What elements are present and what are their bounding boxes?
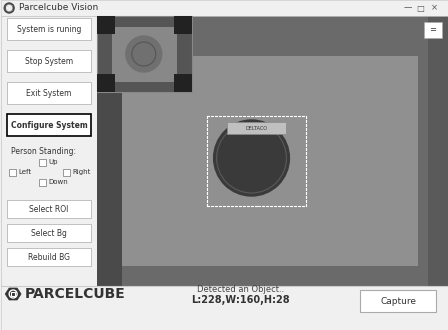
Text: PARCELCUBE: PARCELCUBE (25, 287, 126, 301)
Bar (11, 292, 15, 296)
Text: Select Bg: Select Bg (31, 228, 67, 238)
Bar (1, 0, 448, 16)
Bar (39, 179, 46, 186)
Bar (97, 16, 115, 34)
Text: L:228,W:160,H:28: L:228,W:160,H:28 (191, 295, 290, 305)
Text: Detected an Object..: Detected an Object.. (197, 285, 284, 294)
Bar (7, 114, 91, 136)
Bar (227, 122, 286, 134)
Bar (1, 16, 448, 286)
Polygon shape (5, 288, 21, 300)
Text: Person Standing:: Person Standing: (11, 148, 76, 156)
Bar (7, 248, 91, 266)
Text: Stop System: Stop System (25, 56, 73, 65)
Text: Up: Up (48, 159, 57, 165)
Circle shape (4, 3, 14, 13)
Bar (1, 16, 97, 286)
Bar (63, 169, 70, 176)
Text: —: — (404, 4, 412, 13)
Bar (174, 16, 192, 34)
Text: ×: × (431, 4, 438, 13)
Text: Configure System: Configure System (11, 120, 87, 129)
Bar (7, 224, 91, 242)
Bar (7, 18, 91, 40)
Bar (112, 27, 177, 82)
Bar (117, 56, 418, 266)
Bar (360, 290, 436, 312)
Bar (424, 22, 442, 38)
Bar (9, 169, 16, 176)
Bar (97, 16, 122, 286)
Text: Down: Down (48, 179, 68, 185)
Bar (39, 159, 46, 166)
Polygon shape (5, 3, 13, 13)
Text: □: □ (416, 4, 424, 13)
Text: Right: Right (72, 169, 90, 175)
Bar (7, 200, 91, 218)
Bar (97, 74, 115, 92)
Text: Parcelcube Vision: Parcelcube Vision (19, 4, 99, 13)
Text: Select ROI: Select ROI (30, 205, 69, 214)
Circle shape (214, 120, 289, 196)
Circle shape (7, 6, 12, 11)
Text: Rebuild BG: Rebuild BG (28, 252, 70, 261)
Bar (428, 16, 448, 286)
Text: DELTACO: DELTACO (246, 125, 267, 130)
Bar (174, 74, 192, 92)
Bar (1, 286, 448, 330)
Bar (7, 50, 91, 72)
Text: System is runing: System is runing (17, 24, 81, 34)
Text: Capture: Capture (380, 296, 416, 306)
Text: =: = (430, 25, 436, 35)
Bar (97, 16, 192, 92)
Bar (97, 16, 448, 286)
Circle shape (126, 36, 162, 72)
Text: Left: Left (18, 169, 31, 175)
Text: Exit System: Exit System (26, 88, 72, 97)
Bar (7, 82, 91, 104)
